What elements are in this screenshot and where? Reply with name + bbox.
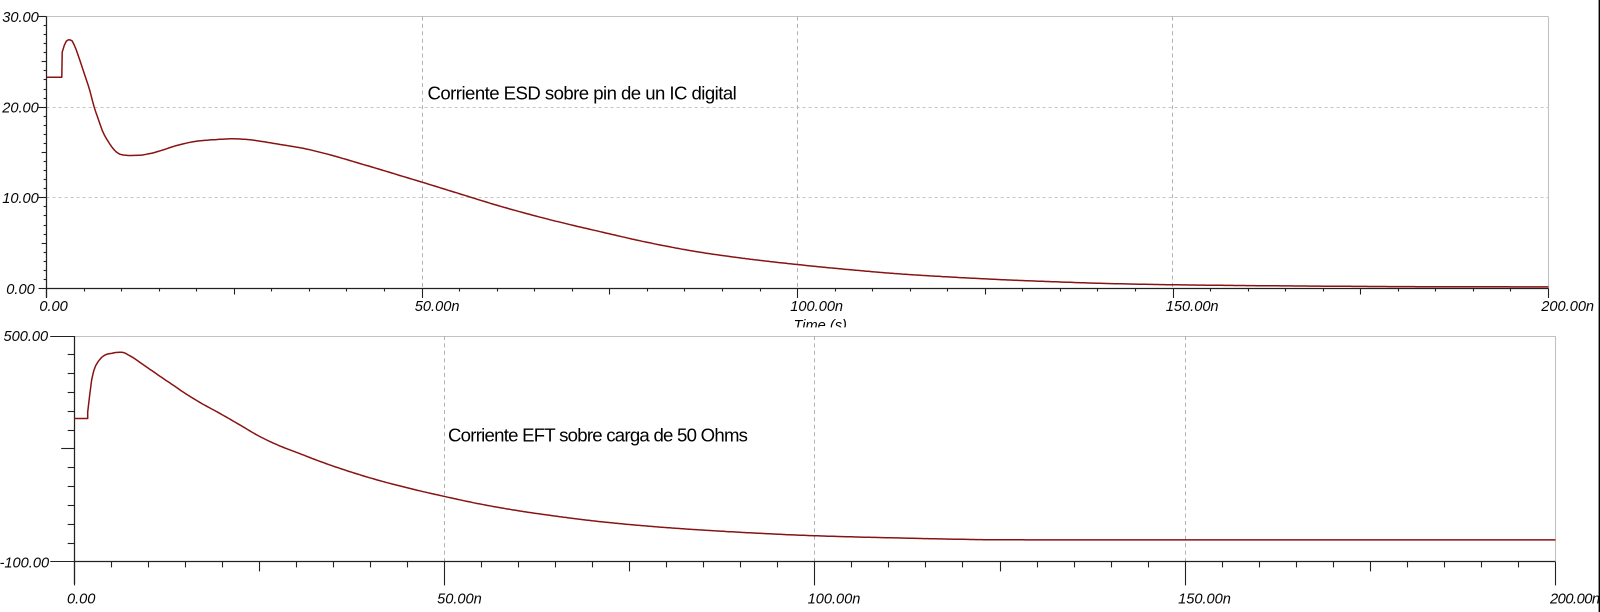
svg-text:200.00n: 200.00n <box>1549 592 1600 608</box>
svg-text:0.00: 0.00 <box>67 592 95 608</box>
svg-text:0.00: 0.00 <box>6 282 34 298</box>
svg-text:30.00: 30.00 <box>2 10 39 26</box>
svg-text:10.00: 10.00 <box>2 191 39 207</box>
svg-text:150.00n: 150.00n <box>1178 592 1231 608</box>
svg-text:500.00: 500.00 <box>3 329 48 345</box>
svg-text:100.00n: 100.00n <box>790 299 843 315</box>
svg-text:200.00n: 200.00n <box>1540 299 1594 315</box>
svg-text:Time (s): Time (s) <box>794 318 847 334</box>
svg-text:0.00: 0.00 <box>39 299 67 315</box>
svg-text:50.00n: 50.00n <box>437 592 482 608</box>
svg-text:Corriente EFT sobre carga de 5: Corriente EFT sobre carga de 50 Ohms <box>448 424 748 445</box>
svg-text:20.00: 20.00 <box>1 101 39 117</box>
svg-text:50.00n: 50.00n <box>415 299 460 315</box>
svg-text:100.00n: 100.00n <box>808 592 861 608</box>
svg-text:Corriente ESD sobre pin de un: Corriente ESD sobre pin de un IC digital <box>428 83 737 104</box>
svg-text:-100.00: -100.00 <box>0 556 49 572</box>
svg-text:150.00n: 150.00n <box>1166 299 1219 315</box>
